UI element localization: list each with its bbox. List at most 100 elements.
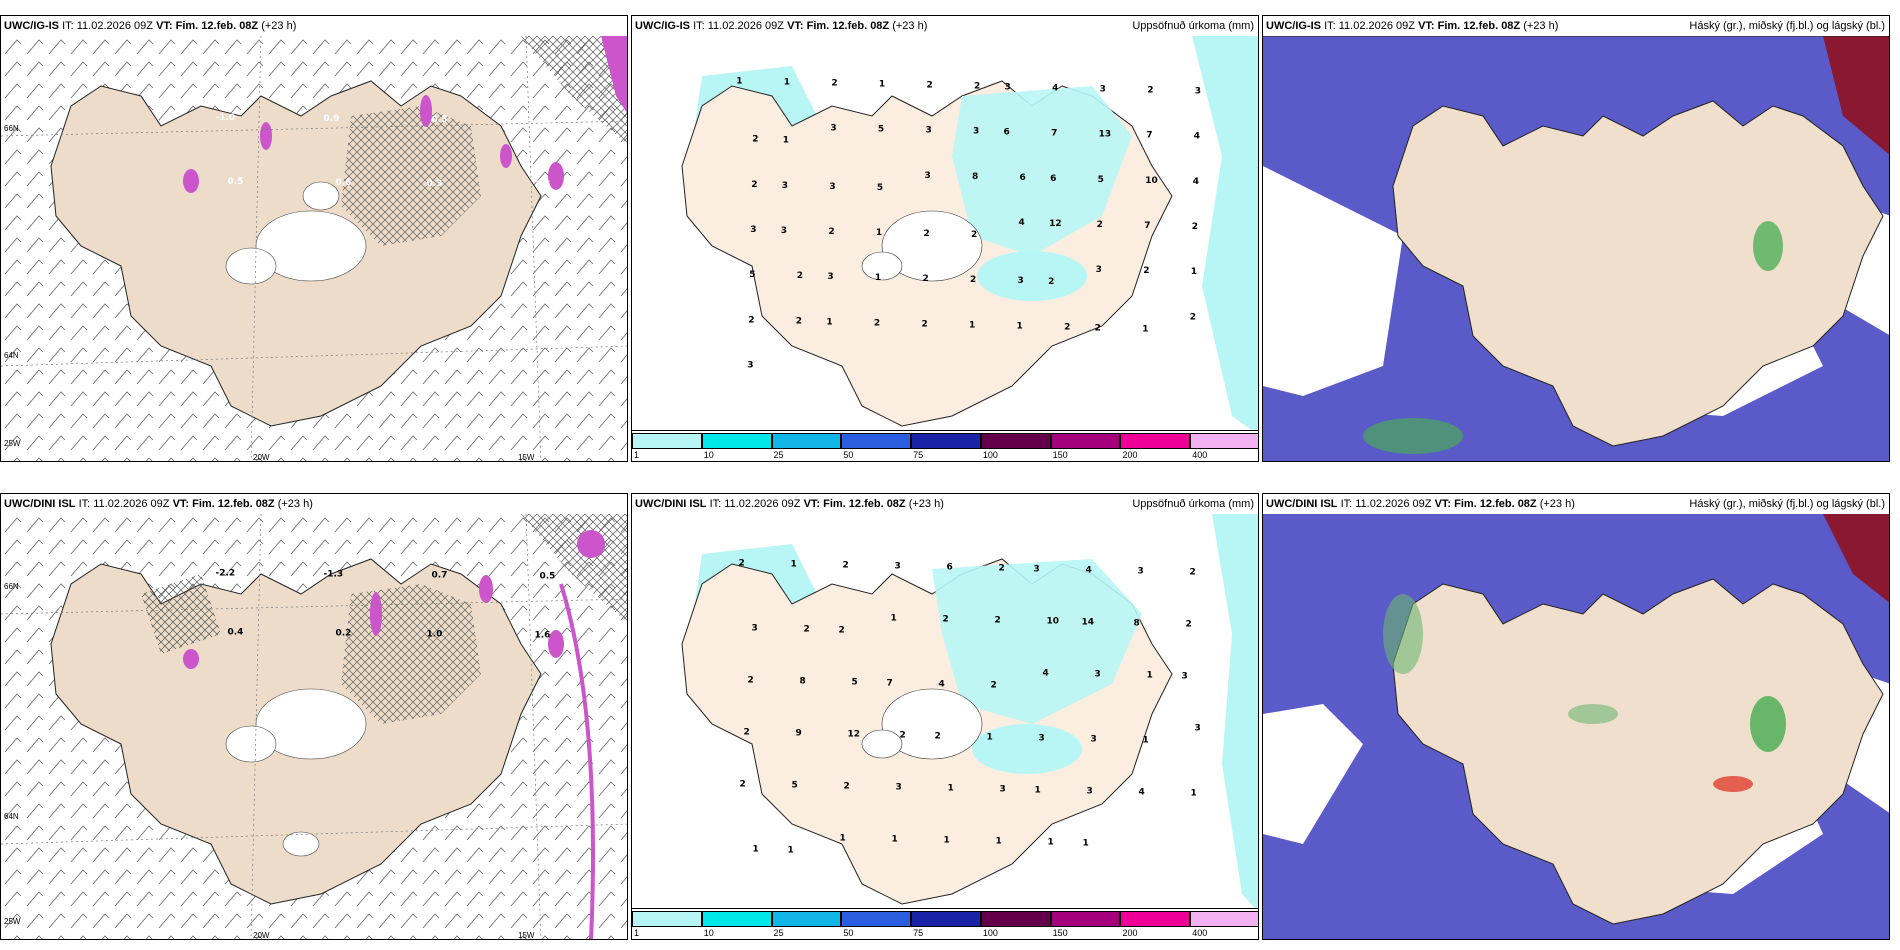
colorbar-swatch bbox=[632, 433, 702, 449]
value-label: 3 bbox=[781, 226, 787, 236]
colorbar-swatch bbox=[771, 433, 842, 449]
value-label: 1.6 bbox=[535, 631, 551, 641]
value-label: 14 bbox=[1082, 618, 1095, 628]
it-time: 11.02.2026 09Z bbox=[76, 20, 153, 32]
value-label: 2 bbox=[1143, 266, 1149, 276]
value-label: 1 bbox=[791, 560, 797, 570]
colorbar-tick: 200 bbox=[1122, 928, 1138, 938]
value-label: 3 bbox=[925, 171, 931, 181]
value-label: 1 bbox=[1017, 321, 1023, 331]
colorbar-tick: 100 bbox=[982, 928, 998, 938]
value-label: 2 bbox=[922, 319, 928, 329]
lead-time: (+23 h) bbox=[261, 20, 297, 32]
value-label: 1 bbox=[876, 228, 882, 238]
value-label: 2 bbox=[943, 615, 949, 625]
precip-value-labels: 1 1 2 1 2 2 3 4 3 2 32 13 5 3 3 6 7 13 7 42 3 3 53 8 6 6 5 10 43 3 2 1 2… bbox=[736, 77, 1201, 371]
it-label: IT: bbox=[1324, 20, 1336, 32]
it-time: 11.02.2026 09Z bbox=[93, 498, 170, 510]
value-label: -1.0 bbox=[216, 113, 236, 123]
value-label: 8 bbox=[1134, 619, 1140, 629]
value-label: 4 bbox=[1052, 84, 1058, 94]
lon-25-label: 25W bbox=[4, 439, 21, 448]
value-label: 0.4 bbox=[540, 116, 556, 126]
vt-time: VT: Fim. 12.feb. 08Z bbox=[787, 20, 890, 32]
value-label: 3 bbox=[1182, 672, 1188, 682]
it-label: IT: bbox=[693, 20, 705, 32]
value-label: 10 bbox=[1145, 176, 1158, 186]
value-label: 3 bbox=[830, 124, 836, 134]
it-time: 11.02.2026 09Z bbox=[1338, 20, 1415, 32]
panel-header: UWC/IG-IS IT: 11.02.2026 09Z VT: Fim. 12… bbox=[1263, 16, 1889, 36]
it-label: IT: bbox=[78, 498, 91, 510]
value-label: 3 bbox=[1138, 567, 1144, 577]
lat-64-label: 64N bbox=[4, 351, 19, 360]
value-label: 1 bbox=[1143, 736, 1149, 746]
value-label: 3 bbox=[1034, 565, 1040, 575]
colorbar-swatch bbox=[911, 433, 981, 449]
lon-25-label: 25W bbox=[4, 917, 21, 926]
value-label: 3 bbox=[1087, 787, 1093, 797]
panel-precip-dini: UWC/DINI ISL IT: 11.02.2026 09Z VT: Fim.… bbox=[631, 493, 1259, 940]
value-label: 3 bbox=[1096, 265, 1102, 275]
value-label: 2 bbox=[804, 625, 810, 635]
value-label: 1 bbox=[1147, 671, 1153, 681]
value-label: 2 bbox=[748, 315, 754, 325]
colorbar-swatch bbox=[701, 433, 772, 449]
value-label: 1 bbox=[1191, 267, 1197, 277]
vt-time: VT: Fim. 12.feb. 08Z bbox=[156, 20, 259, 32]
vt-time: VT: Fim. 12.feb. 08Z bbox=[803, 498, 906, 510]
value-label: 1 bbox=[944, 836, 950, 846]
value-label: 4 bbox=[939, 680, 945, 690]
it-label: IT: bbox=[62, 20, 74, 32]
value-label: 2 bbox=[874, 318, 880, 328]
colorbar-swatch bbox=[1190, 433, 1258, 449]
panel-wind-ig-is: UWC/IG-IS IT: 11.02.2026 09Z VT: Fim. 12… bbox=[0, 15, 628, 462]
value-label: 3 bbox=[1005, 83, 1011, 93]
it-label: IT: bbox=[1340, 498, 1353, 510]
model-name: UWC/IG-IS bbox=[1266, 20, 1321, 32]
lon-20-label: 20W bbox=[253, 931, 270, 940]
colorbar-tick: 200 bbox=[1122, 450, 1138, 460]
value-label: 2 bbox=[900, 731, 906, 741]
colorbar-tick: 25 bbox=[773, 450, 784, 460]
field-title: Uppsöfnuð úrkoma (mm) bbox=[1132, 20, 1254, 32]
colorbar-swatch bbox=[1120, 911, 1191, 927]
value-label: 1 bbox=[784, 78, 790, 88]
value-label: 2 bbox=[831, 79, 837, 89]
vt-time: VT: Fim. 12.feb. 08Z bbox=[1434, 498, 1537, 510]
value-label: 0.5 bbox=[228, 177, 244, 187]
panel-header: UWC/DINI ISL IT: 11.02.2026 09Z VT: Fim.… bbox=[632, 494, 1258, 514]
value-label: 1 bbox=[1191, 789, 1197, 799]
lon-20-label: 20W bbox=[253, 453, 270, 462]
colorbar-swatch bbox=[841, 433, 912, 449]
value-label: 7 bbox=[887, 679, 893, 689]
value-label: 1 bbox=[736, 77, 742, 87]
value-label: 8 bbox=[972, 172, 978, 182]
value-label: 13 bbox=[1099, 130, 1112, 140]
value-label: 3 bbox=[1000, 785, 1006, 795]
value-label: -2.2 bbox=[216, 569, 236, 579]
precip-map: 1 1 2 1 2 2 3 4 3 2 32 13 5 3 3 6 7 13 7 42 3 3 53 8 6 6 5 10 43 3 2 1 2… bbox=[681, 36, 1258, 435]
it-time: 11.02.2026 09Z bbox=[707, 20, 784, 32]
panel-header: UWC/DINI ISL IT: 11.02.2026 09Z VT: Fim.… bbox=[1, 494, 627, 514]
value-label: 1 bbox=[1142, 324, 1148, 334]
precip-map: 2 1 2 3 6 2 3 4 3 23 2 21 2 2 10 14 8 22 8 5 7 4 24 3 1 32 9 12 2 2 1 3… bbox=[681, 514, 1258, 912]
colorbar-swatch bbox=[1050, 911, 1121, 927]
wind-map: 66N 64N 25W 20W 15W -2.2 -1.3 0.7 0.5 0.4 0.2… bbox=[1, 514, 627, 940]
colorbar-tick: 25 bbox=[773, 928, 784, 938]
value-label: 2 bbox=[1190, 312, 1196, 322]
colorbar-swatch bbox=[632, 911, 702, 927]
value-label: 2 bbox=[974, 82, 980, 92]
value-label: 1 bbox=[879, 80, 885, 90]
colorbar-swatch bbox=[1190, 911, 1258, 927]
value-label: 1 bbox=[1035, 786, 1041, 796]
colorbar-tick: 50 bbox=[843, 928, 854, 938]
field-title: Uppsöfnuð úrkoma (mm) bbox=[1132, 498, 1254, 510]
value-label: 2 bbox=[970, 275, 976, 285]
value-label: 6 bbox=[1004, 128, 1010, 138]
colorbar-tick: 10 bbox=[703, 450, 714, 460]
model-name: UWC/IG-IS bbox=[635, 20, 690, 32]
value-label: 2 bbox=[1190, 568, 1196, 578]
colorbar-tick: 75 bbox=[913, 450, 924, 460]
value-label: 2 bbox=[843, 561, 849, 571]
